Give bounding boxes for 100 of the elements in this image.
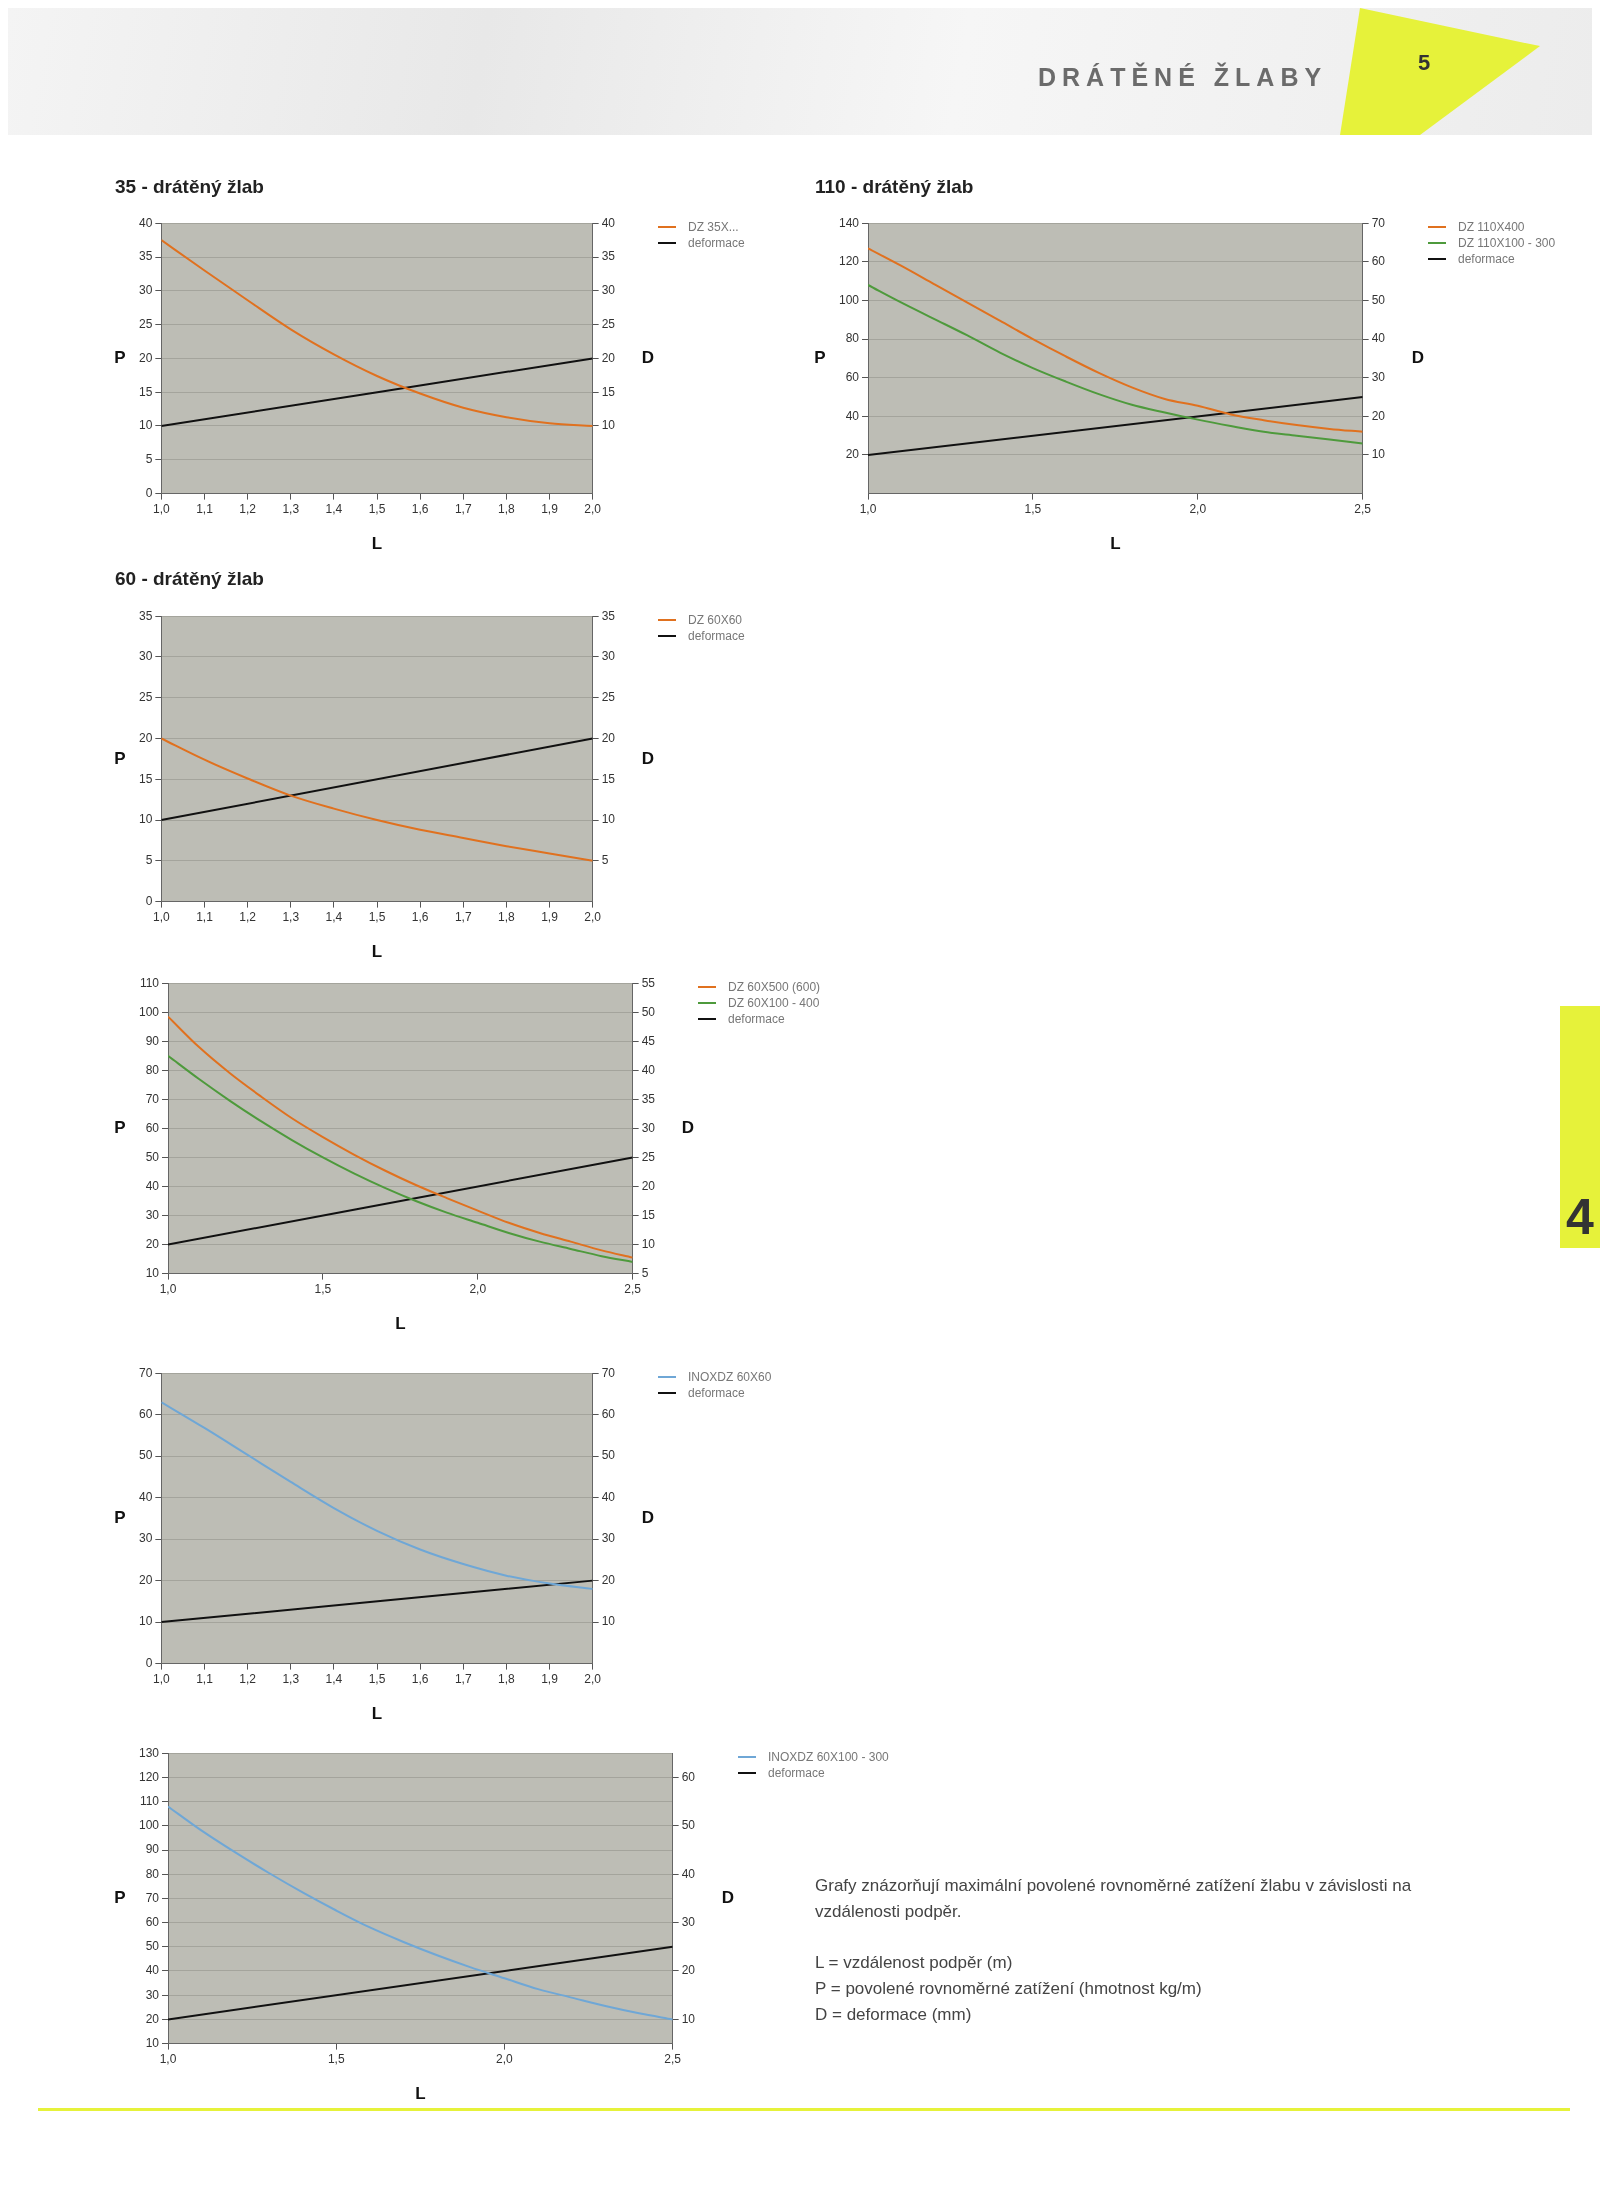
y-tick-label: 40 — [138, 215, 153, 230]
y2-tick-label: 30 — [601, 1531, 616, 1546]
x-tick-label: 1,7 — [454, 910, 472, 925]
line-series — [868, 247, 1363, 433]
legend-label: DZ 110X400 — [1458, 219, 1525, 235]
y-axis-title: P — [114, 1888, 126, 1908]
line-series — [168, 1805, 673, 2021]
x-tick-label: 2,5 — [624, 1282, 642, 1297]
y-tick-label: 10 — [138, 812, 153, 827]
y2-tick-label: 50 — [1371, 292, 1386, 307]
y-tick-label: 50 — [145, 1149, 160, 1164]
y-tick-label: 110 — [139, 975, 160, 990]
y2-tick-label: 30 — [601, 283, 616, 298]
y2-tick-label: 50 — [641, 1004, 656, 1019]
y-tick-label: 10 — [138, 1614, 153, 1629]
y-tick-label: 5 — [145, 853, 153, 868]
x-tick-label: 1,6 — [411, 1672, 429, 1687]
line-series — [168, 1015, 633, 1259]
x-tick-label: 1,2 — [239, 502, 257, 517]
y2-tick-label: 40 — [681, 1866, 696, 1881]
x-tick-label: 1,8 — [498, 502, 516, 517]
y2-tick-label: 30 — [641, 1120, 656, 1135]
y-tick-label: 10 — [138, 418, 153, 433]
x-tick-label: 1,8 — [498, 910, 516, 925]
y-tick-label: 130 — [138, 1745, 160, 1760]
x-tick-label: 1,9 — [541, 502, 559, 517]
chart-title: 35 - drátěný žlab — [115, 176, 264, 198]
y-tick-label: 30 — [145, 1987, 160, 2002]
y-tick-label: 120 — [138, 1769, 160, 1784]
x-tick-label: 1,0 — [153, 1672, 171, 1687]
line-series — [161, 239, 593, 427]
y-tick-label: 60 — [845, 370, 860, 385]
y-axis-title: P — [114, 1118, 126, 1138]
x-tick-label: 2,0 — [1189, 502, 1207, 517]
x-tick-label: 1,3 — [282, 1672, 300, 1687]
y2-tick-label: 20 — [641, 1178, 656, 1193]
y2-axis-title: D — [641, 1508, 655, 1528]
y2-tick-label: 10 — [601, 812, 616, 827]
y-tick-label: 20 — [138, 730, 153, 745]
y2-tick-label: 50 — [681, 1818, 696, 1833]
y2-tick-label: 15 — [641, 1207, 656, 1222]
legend-label: deformace — [728, 1011, 785, 1027]
text: D = deformace (mm) — [815, 2005, 972, 2025]
y-tick-label: 80 — [145, 1062, 160, 1077]
y2-tick-label: 60 — [601, 1407, 616, 1421]
y-tick-label: 25 — [138, 316, 153, 331]
y-tick-label: 50 — [145, 1939, 160, 1954]
x-tick-label: 1,5 — [368, 1672, 386, 1687]
x-tick-label: 1,4 — [325, 910, 343, 925]
y-tick-label: 30 — [138, 283, 153, 298]
y2-tick-label: 60 — [1371, 254, 1386, 269]
x-tick-label: 1,9 — [541, 1672, 559, 1687]
x-tick-label: 1,4 — [325, 1672, 343, 1687]
y2-tick-label: 35 — [601, 608, 616, 623]
y-tick-label: 100 — [138, 1818, 160, 1833]
y2-tick-label: 30 — [1371, 370, 1386, 385]
chart-title: 60 - drátěný žlab — [115, 568, 264, 590]
y-tick-label: 100 — [838, 292, 860, 307]
y2-tick-label: 35 — [601, 249, 616, 264]
legend-label: DZ 35X... — [688, 219, 739, 235]
y-tick-label: 60 — [145, 1914, 160, 1929]
legend-label: DZ 60X500 (600) — [728, 979, 821, 995]
x-axis-title: L — [371, 533, 383, 553]
y2-tick-label: 10 — [601, 418, 616, 433]
y2-tick-label: 40 — [1371, 331, 1386, 346]
y-tick-label: 60 — [145, 1120, 160, 1135]
y-tick-label: 140 — [838, 215, 860, 230]
x-tick-label: 1,6 — [411, 502, 429, 517]
x-tick-label: 2,0 — [584, 1672, 602, 1687]
y-tick-label: 90 — [145, 1842, 160, 1857]
y-tick-label: 20 — [845, 447, 860, 462]
legend-label: DZ 110X100 - 300 — [1458, 235, 1556, 251]
legend-label: INOXDZ 60X60 — [688, 1369, 772, 1385]
y-tick-label: 60 — [138, 1407, 153, 1421]
y-tick-label: 35 — [138, 249, 153, 264]
x-axis-title: L — [415, 2083, 426, 2103]
y2-tick-label: 25 — [601, 690, 616, 705]
x-tick-label: 1,5 — [327, 2052, 345, 2067]
y-tick-label: 40 — [145, 1178, 160, 1193]
y2-tick-label: 20 — [601, 350, 616, 365]
y2-tick-label: 10 — [681, 2011, 696, 2026]
line-series — [868, 284, 1363, 445]
y-tick-label: 0 — [145, 485, 153, 500]
x-tick-label: 2,0 — [584, 910, 602, 925]
y2-axis-title: D — [1411, 348, 1425, 368]
legend-label: DZ 60X100 - 400 — [728, 995, 820, 1011]
text: DRÁTĚNÉ ŽLABY — [1038, 63, 1328, 92]
y-tick-label: 20 — [138, 1572, 153, 1587]
legend-label: deformace — [768, 1765, 825, 1781]
x-tick-label: 1,5 — [314, 1282, 332, 1297]
y-tick-label: 0 — [145, 1655, 153, 1670]
legend-label: deformace — [688, 235, 745, 251]
y2-tick-label: 20 — [681, 1963, 696, 1978]
y2-tick-label: 20 — [601, 1572, 616, 1587]
y-tick-label: 5 — [145, 452, 153, 467]
x-tick-label: 1,7 — [454, 502, 472, 517]
y-tick-label: 30 — [138, 1531, 153, 1546]
x-tick-label: 1,0 — [859, 502, 877, 517]
chart-title: 110 - drátěný žlab — [815, 176, 974, 198]
x-tick-label: 1,6 — [411, 910, 429, 925]
